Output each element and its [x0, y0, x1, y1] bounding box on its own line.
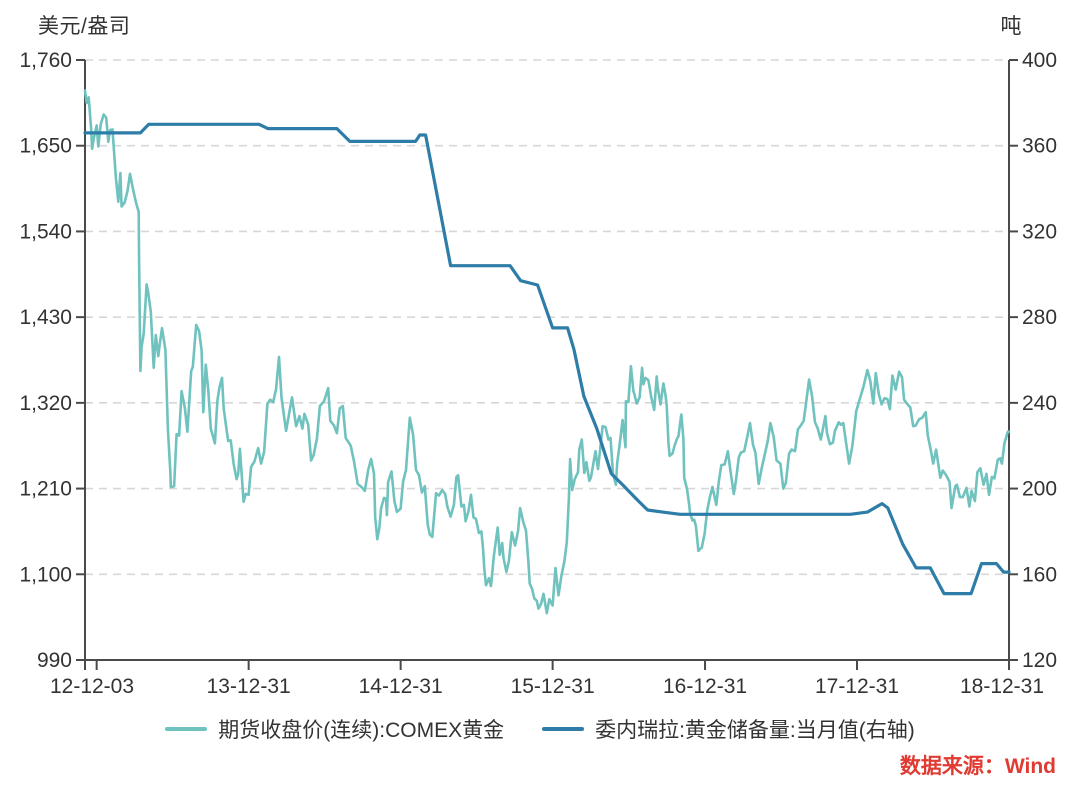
legend-line-swatch — [542, 727, 585, 731]
left-axis-tick-label: 1,320 — [19, 392, 72, 415]
right-axis-tick-label: 400 — [1022, 49, 1057, 72]
right-axis-tick-label: 320 — [1022, 220, 1057, 243]
left-axis-tick-label: 1,430 — [19, 306, 72, 329]
x-axis-tick-label: 12-12-03 — [50, 675, 134, 698]
x-axis-tick-label: 15-12-31 — [511, 675, 595, 698]
left-axis-tick-label: 1,210 — [19, 478, 72, 501]
x-axis-tick-label: 18-12-31 — [960, 675, 1044, 698]
legend-label: 委内瑞拉:黄金储备量:当月值(右轴) — [595, 719, 915, 742]
venezuela-reserves-line — [83, 122, 1011, 596]
legend-item-venezuela-reserves: 委内瑞拉:黄金储备量:当月值(右轴) — [542, 714, 915, 744]
x-axis-tick-label: 14-12-31 — [359, 675, 443, 698]
x-axis-tick-label: 13-12-31 — [207, 675, 291, 698]
data-source-note: 数据来源：Wind — [899, 755, 1056, 778]
legend-line-swatch — [165, 727, 208, 731]
left-axis-tick-label: 1,540 — [19, 220, 72, 243]
right-axis-tick-label: 360 — [1022, 135, 1057, 158]
legend-item-gold-price: 期货收盘价(连续):COMEX黄金 — [165, 714, 504, 744]
left-axis-tick-label: 1,650 — [19, 135, 72, 158]
x-axis-tick-label: 17-12-31 — [815, 675, 899, 698]
left-axis-tick-label: 1,100 — [19, 563, 72, 586]
right-axis-tick-label: 160 — [1022, 563, 1057, 586]
right-axis-tick-label: 200 — [1022, 478, 1057, 501]
left-axis-tick-label: 990 — [37, 649, 72, 672]
right-axis-tick-label: 120 — [1022, 649, 1057, 672]
gold-price-line — [83, 89, 1011, 615]
left-axis-unit-label: 美元/盎司 — [38, 15, 131, 38]
left-axis-tick-label: 1,760 — [19, 49, 72, 72]
right-axis-unit-label: 吨 — [1000, 15, 1022, 38]
right-axis-tick-label: 240 — [1022, 392, 1057, 415]
legend-label: 期货收盘价(连续):COMEX黄金 — [218, 719, 505, 742]
chart-legend: 期货收盘价(连续):COMEX黄金 委内瑞拉:黄金储备量:当月值(右轴) — [0, 714, 1080, 744]
x-axis-tick-label: 16-12-31 — [663, 675, 747, 698]
right-axis-tick-label: 280 — [1022, 306, 1057, 329]
